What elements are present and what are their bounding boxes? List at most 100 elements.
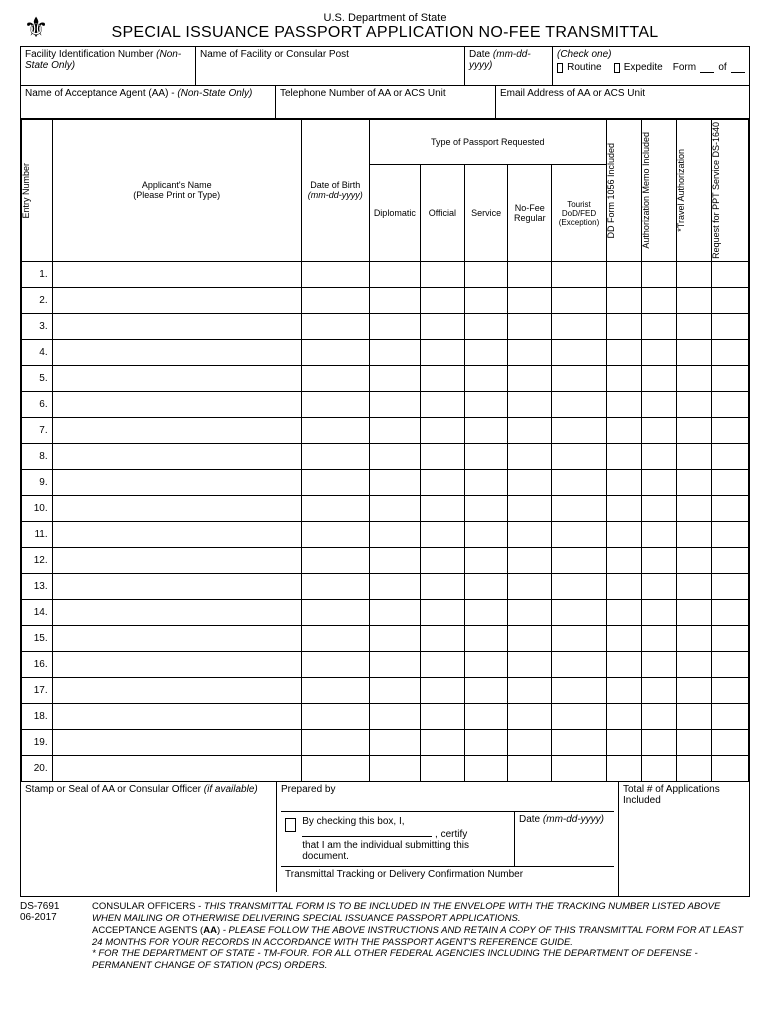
table-cell[interactable] bbox=[508, 625, 552, 651]
table-cell[interactable] bbox=[606, 313, 641, 339]
table-cell[interactable] bbox=[52, 599, 301, 625]
table-cell[interactable] bbox=[369, 469, 420, 495]
table-cell[interactable] bbox=[711, 443, 748, 469]
table-cell[interactable] bbox=[369, 313, 420, 339]
table-cell[interactable] bbox=[606, 677, 641, 703]
table-cell[interactable] bbox=[464, 729, 508, 755]
table-cell[interactable] bbox=[464, 755, 508, 781]
table-cell[interactable] bbox=[52, 547, 301, 573]
table-cell[interactable] bbox=[606, 729, 641, 755]
table-cell[interactable] bbox=[421, 417, 465, 443]
table-cell[interactable] bbox=[711, 417, 748, 443]
table-cell[interactable] bbox=[301, 651, 369, 677]
table-cell[interactable] bbox=[711, 599, 748, 625]
table-cell[interactable] bbox=[421, 261, 465, 287]
table-cell[interactable] bbox=[369, 339, 420, 365]
table-cell[interactable] bbox=[508, 469, 552, 495]
table-cell[interactable] bbox=[369, 625, 420, 651]
table-cell[interactable] bbox=[552, 625, 607, 651]
table-cell[interactable] bbox=[508, 365, 552, 391]
table-cell[interactable] bbox=[676, 391, 711, 417]
table-cell[interactable] bbox=[676, 573, 711, 599]
table-cell[interactable] bbox=[421, 729, 465, 755]
table-cell[interactable] bbox=[369, 417, 420, 443]
table-cell[interactable] bbox=[606, 443, 641, 469]
table-cell[interactable] bbox=[369, 365, 420, 391]
table-cell[interactable] bbox=[641, 339, 676, 365]
table-cell[interactable] bbox=[421, 651, 465, 677]
table-cell[interactable] bbox=[606, 469, 641, 495]
table-cell[interactable] bbox=[52, 677, 301, 703]
table-cell[interactable] bbox=[301, 573, 369, 599]
table-cell[interactable] bbox=[606, 521, 641, 547]
table-cell[interactable] bbox=[641, 365, 676, 391]
table-cell[interactable] bbox=[552, 417, 607, 443]
table-cell[interactable] bbox=[369, 261, 420, 287]
table-cell[interactable] bbox=[421, 495, 465, 521]
table-cell[interactable] bbox=[421, 547, 465, 573]
table-cell[interactable] bbox=[421, 703, 465, 729]
table-cell[interactable] bbox=[508, 755, 552, 781]
table-cell[interactable] bbox=[676, 287, 711, 313]
table-cell[interactable] bbox=[606, 755, 641, 781]
table-cell[interactable] bbox=[464, 365, 508, 391]
table-cell[interactable] bbox=[711, 287, 748, 313]
table-cell[interactable] bbox=[464, 469, 508, 495]
table-cell[interactable] bbox=[676, 703, 711, 729]
routine-checkbox[interactable] bbox=[557, 63, 563, 73]
table-cell[interactable] bbox=[464, 313, 508, 339]
table-cell[interactable] bbox=[676, 625, 711, 651]
table-cell[interactable] bbox=[606, 339, 641, 365]
table-cell[interactable] bbox=[711, 313, 748, 339]
table-cell[interactable] bbox=[52, 495, 301, 521]
table-cell[interactable] bbox=[464, 703, 508, 729]
table-cell[interactable] bbox=[464, 391, 508, 417]
table-cell[interactable] bbox=[464, 547, 508, 573]
table-cell[interactable] bbox=[369, 651, 420, 677]
table-cell[interactable] bbox=[369, 755, 420, 781]
table-cell[interactable] bbox=[676, 443, 711, 469]
table-cell[interactable] bbox=[711, 495, 748, 521]
table-cell[interactable] bbox=[301, 261, 369, 287]
table-cell[interactable] bbox=[421, 313, 465, 339]
table-cell[interactable] bbox=[301, 417, 369, 443]
table-cell[interactable] bbox=[606, 287, 641, 313]
table-cell[interactable] bbox=[301, 495, 369, 521]
table-cell[interactable] bbox=[464, 677, 508, 703]
table-cell[interactable] bbox=[421, 625, 465, 651]
table-cell[interactable] bbox=[552, 703, 607, 729]
table-cell[interactable] bbox=[52, 625, 301, 651]
table-cell[interactable] bbox=[552, 313, 607, 339]
table-cell[interactable] bbox=[421, 339, 465, 365]
table-cell[interactable] bbox=[421, 755, 465, 781]
aa-name-field[interactable]: Name of Acceptance Agent (AA) - (Non-Sta… bbox=[21, 86, 276, 118]
table-cell[interactable] bbox=[464, 339, 508, 365]
table-cell[interactable] bbox=[508, 547, 552, 573]
table-cell[interactable] bbox=[606, 651, 641, 677]
table-cell[interactable] bbox=[676, 495, 711, 521]
table-cell[interactable] bbox=[369, 521, 420, 547]
table-cell[interactable] bbox=[301, 391, 369, 417]
table-cell[interactable] bbox=[711, 547, 748, 573]
table-cell[interactable] bbox=[641, 261, 676, 287]
table-cell[interactable] bbox=[641, 417, 676, 443]
table-cell[interactable] bbox=[301, 365, 369, 391]
table-cell[interactable] bbox=[52, 703, 301, 729]
table-cell[interactable] bbox=[301, 625, 369, 651]
table-cell[interactable] bbox=[369, 729, 420, 755]
table-cell[interactable] bbox=[301, 755, 369, 781]
table-cell[interactable] bbox=[52, 651, 301, 677]
table-cell[interactable] bbox=[606, 573, 641, 599]
table-cell[interactable] bbox=[552, 651, 607, 677]
table-cell[interactable] bbox=[369, 547, 420, 573]
table-cell[interactable] bbox=[464, 625, 508, 651]
table-cell[interactable] bbox=[711, 755, 748, 781]
table-cell[interactable] bbox=[641, 443, 676, 469]
table-cell[interactable] bbox=[552, 755, 607, 781]
table-cell[interactable] bbox=[676, 651, 711, 677]
table-cell[interactable] bbox=[464, 495, 508, 521]
table-cell[interactable] bbox=[606, 261, 641, 287]
table-cell[interactable] bbox=[606, 365, 641, 391]
table-cell[interactable] bbox=[676, 521, 711, 547]
table-cell[interactable] bbox=[508, 391, 552, 417]
